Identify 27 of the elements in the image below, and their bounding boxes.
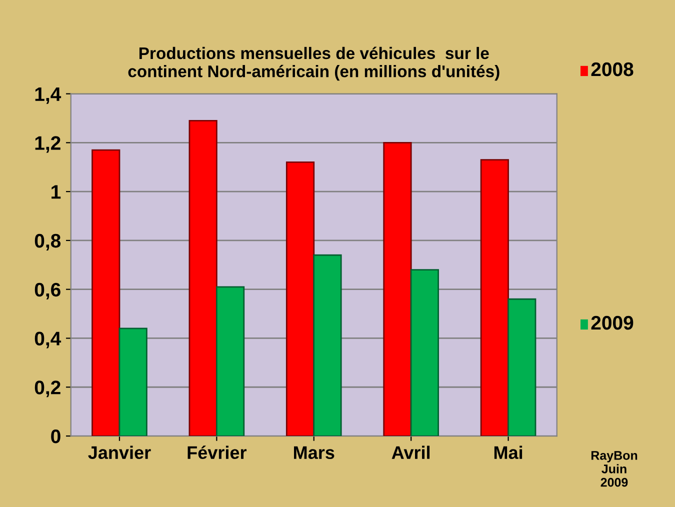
y-tick-label: 1,4 <box>35 87 62 104</box>
y-tick-label: 1 <box>52 185 61 199</box>
bar <box>216 286 245 436</box>
bar <box>92 149 120 436</box>
chart-title: Productions mensuelles de véhicules sur le continent Nord-américain (en millions d'unités) <box>128 46 500 81</box>
x-tick-label: Janvier <box>88 446 151 460</box>
x-tick-label: Mai <box>494 446 522 460</box>
y-tick-label: 0,2 <box>34 380 60 398</box>
y-tick-label: 0,6 <box>34 282 60 300</box>
bar <box>508 298 536 436</box>
x-tick-label: Mars <box>294 446 334 460</box>
x-tick-label: Février <box>188 446 247 460</box>
text: RayBon Juin 2009 <box>591 451 638 487</box>
y-tick-label: 0,4 <box>34 332 62 348</box>
x-tick-label: Avril <box>392 446 430 459</box>
legend-label: 2008 <box>591 62 634 76</box>
bar <box>286 162 315 436</box>
bar <box>118 328 148 436</box>
bar <box>480 159 509 436</box>
legend-label: 2009 <box>591 316 634 330</box>
bar <box>383 142 412 436</box>
bar <box>410 269 439 436</box>
bar <box>313 254 342 436</box>
y-tick-label: 0,8 <box>34 234 61 251</box>
y-tick-label: 1,2 <box>35 136 60 153</box>
bar <box>188 120 218 436</box>
y-tick-label: 0 <box>51 429 60 444</box>
